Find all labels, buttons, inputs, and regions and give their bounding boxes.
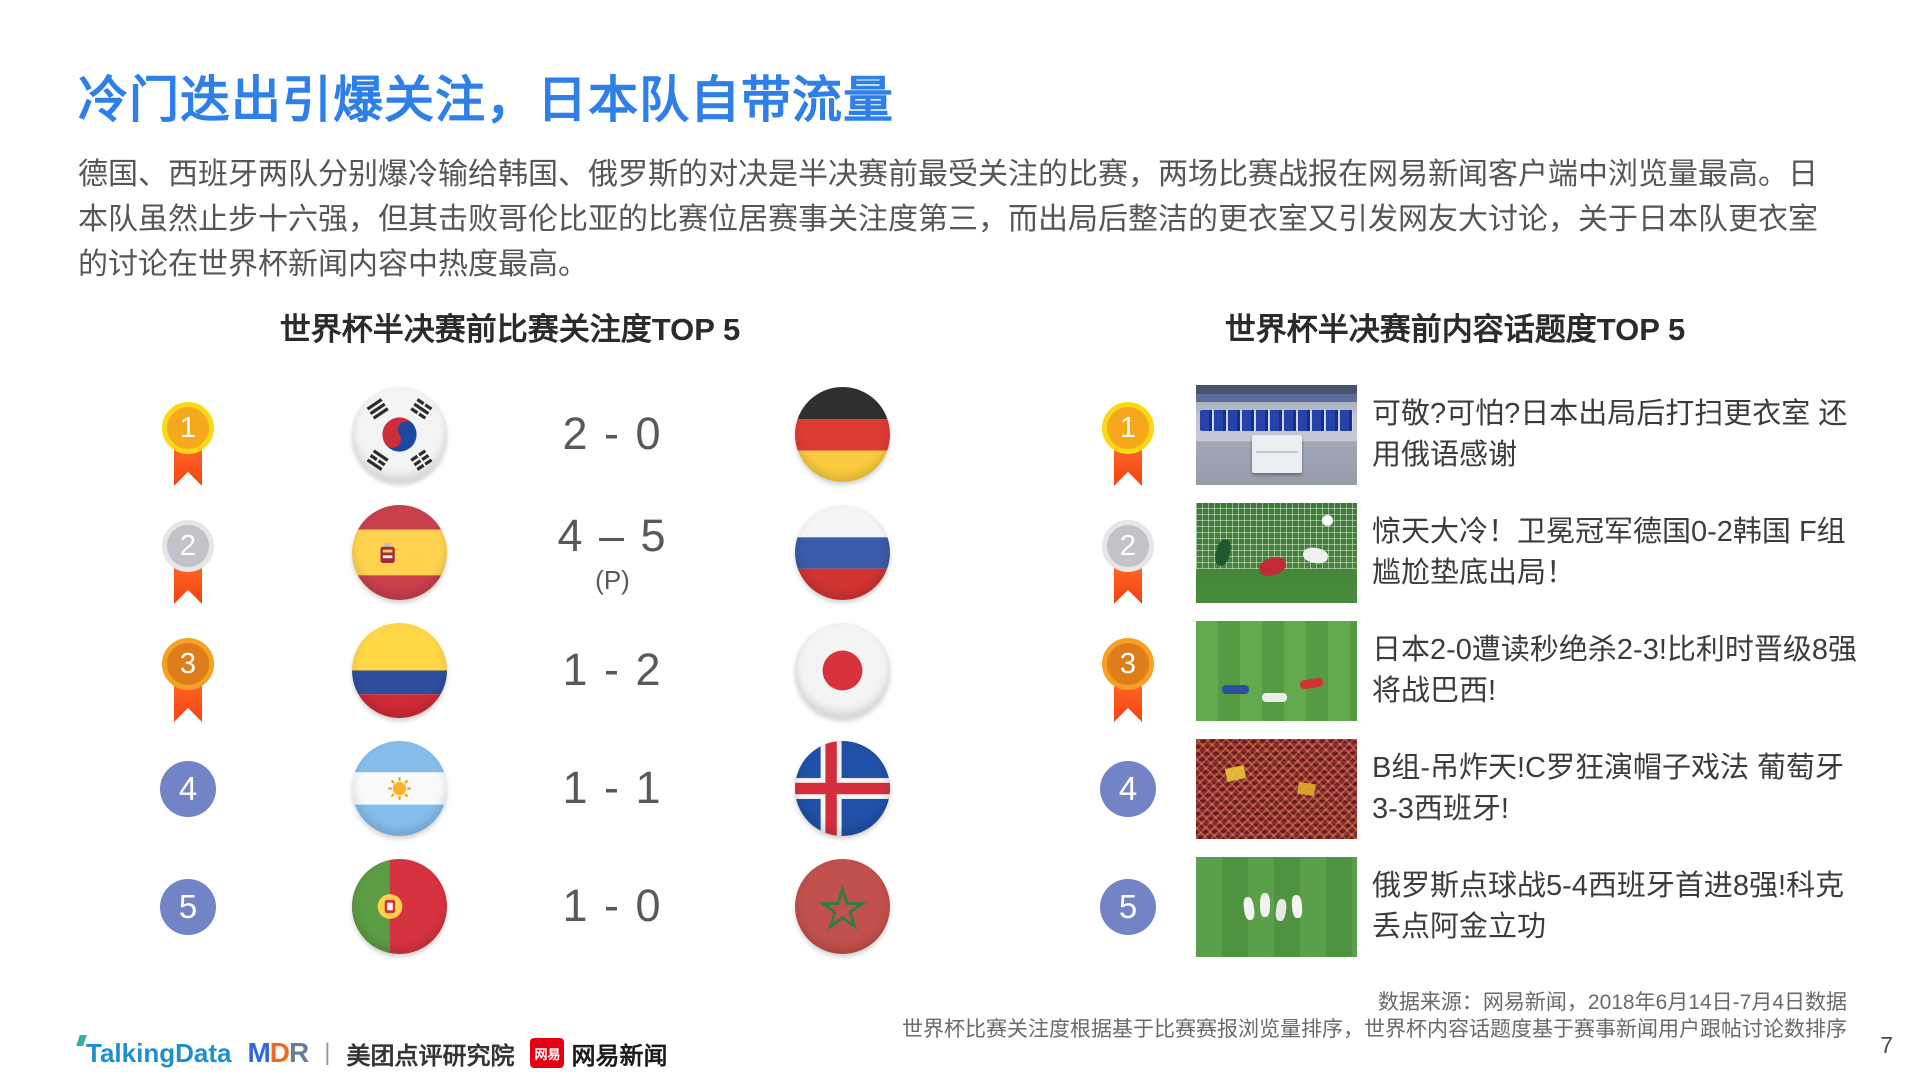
- news-headline: 俄罗斯点球战5-4西班牙首进8强!科克丢点阿金立功: [1372, 870, 1845, 943]
- match-row-2: 2 4 – 5 (P): [160, 503, 925, 606]
- flag-colombia-icon: [352, 623, 447, 718]
- netease-news-logo: 网易 网易新闻: [530, 1036, 667, 1071]
- match-score: 4 – 5 (P): [557, 510, 668, 595]
- intro-paragraph: 德国、西班牙两队分别爆冷输给韩国、俄罗斯的对决是半决赛前最受关注的比赛，两场比赛…: [78, 152, 1868, 287]
- rank-number: 4: [1118, 770, 1138, 807]
- page-title: 冷门迭出引爆关注，日本队自带流量: [78, 72, 894, 128]
- logo-divider: |: [324, 1039, 331, 1066]
- flag-japan-icon: [795, 623, 890, 718]
- rank-medal-bronze: 3: [162, 638, 214, 724]
- rank-medal-gold: 1: [1102, 402, 1154, 488]
- match-row-3: 3 1 - 2: [160, 621, 925, 724]
- page-number: 7: [1880, 1032, 1893, 1058]
- news-item-4: 4 B组-吊炸天!C罗狂演帽子戏法 葡萄牙3-3西班牙!: [1100, 739, 1865, 839]
- mdr-logo: MDR: [247, 1037, 309, 1068]
- intro-line-3: 的讨论在世界杯新闻内容中热度最高。: [78, 248, 588, 281]
- news-headline: 可敬?可怕?日本出局后打扫更衣室 还用俄语感谢: [1372, 398, 1848, 471]
- news-headline: B组-吊炸天!C罗狂演帽子戏法 葡萄牙3-3西班牙!: [1372, 752, 1845, 825]
- match-row-1: 1: [160, 385, 925, 488]
- flag-south-korea-icon: [352, 387, 447, 482]
- rank-badge: 4: [1100, 761, 1156, 817]
- news-thumbnail-pitch-scene: [1196, 621, 1357, 721]
- talkingdata-logo: TalkingData: [78, 1038, 231, 1069]
- flag-portugal-icon: [352, 859, 447, 954]
- news-thumbnail-goal-scene: [1196, 503, 1357, 603]
- news-thumbnail-fans-crowd: [1196, 739, 1357, 839]
- flag-morocco-icon: [795, 859, 890, 954]
- match-score: 2 - 0: [562, 407, 663, 459]
- news-item-1: 1 可敬?可怕?日本出局后打扫更衣室 还用俄语感谢: [1100, 385, 1865, 488]
- left-panel-title: 世界杯半决赛前比赛关注度TOP 5: [279, 312, 741, 347]
- footer-source-line-2: 世界杯比赛关注度根据基于比赛赛报浏览量排序，世界杯内容话题度基于赛事新闻用户跟帖…: [902, 1018, 1847, 1041]
- rank-number: 5: [178, 888, 198, 925]
- intro-line-1: 德国、西班牙两队分别爆冷输给韩国、俄罗斯的对决是半决赛前最受关注的比赛，两场比赛…: [78, 158, 1818, 191]
- rank-number: 2: [1119, 529, 1137, 562]
- rank-medal-silver: 2: [1102, 520, 1154, 606]
- news-item-3: 3 日本2-0遭读秒绝杀2-3!比利时晋级8强将战巴西!: [1100, 621, 1865, 724]
- netease-badge-icon: 网易: [530, 1038, 565, 1068]
- rank-medal-gold: 1: [162, 402, 214, 488]
- football-icon: [1322, 515, 1333, 526]
- news-thumbnail-celebration: [1196, 857, 1357, 957]
- right-panel-title: 世界杯半决赛前内容话题度TOP 5: [1224, 312, 1686, 347]
- flag-germany-icon: [795, 387, 890, 482]
- locker-seats: [1200, 410, 1353, 431]
- news-headline: 惊天大冷！卫冕冠军德国0-2韩国 F组尴尬垫底出局！: [1372, 516, 1846, 589]
- rank-number: 5: [1118, 888, 1138, 925]
- match-score: 1 - 1: [562, 761, 663, 813]
- news-item-2: 2 惊天大冷！卫冕冠军德国0-2韩国 F组尴尬垫底出局！: [1100, 503, 1865, 606]
- rank-number: 3: [1119, 647, 1137, 680]
- rank-medal-bronze: 3: [1102, 638, 1154, 724]
- rank-number: 2: [179, 529, 197, 562]
- match-row-5: 5 1 - 0: [160, 857, 925, 957]
- rank-number: 1: [1119, 411, 1137, 444]
- rank-number: 4: [178, 770, 198, 807]
- rank-badge: 5: [160, 879, 216, 935]
- intro-line-2: 本队虽然止步十六强，但其击败哥伦比亚的比赛位居赛事关注度第三，而出局后整洁的更衣…: [78, 203, 1818, 236]
- rank-badge: 4: [160, 761, 216, 817]
- flag-iceland-icon: [795, 741, 890, 836]
- flag-spain-icon: [352, 505, 447, 600]
- rank-medal-silver: 2: [162, 520, 214, 606]
- flag-argentina-icon: [352, 741, 447, 836]
- footer-logos: TalkingData MDR | 美团点评研究院 网易 网易新闻: [78, 1036, 667, 1070]
- rank-number: 3: [179, 647, 197, 680]
- meituan-dianping-institute-logo: 美团点评研究院: [346, 1042, 515, 1070]
- score-note: (P): [595, 565, 630, 595]
- match-row-4: 4 1 - 1: [160, 739, 925, 839]
- footer-source-line-1: 数据来源：网易新闻，2018年6月14日-7月4日数据: [1377, 991, 1847, 1014]
- news-item-5: 5 俄罗斯点球战5-4西班牙首进8强!科克丢点阿金立功: [1100, 857, 1865, 957]
- locker-table: [1252, 435, 1302, 473]
- match-score: 1 - 2: [562, 643, 663, 695]
- rank-number: 1: [179, 411, 197, 444]
- rank-badge: 5: [1100, 879, 1156, 935]
- flag-russia-icon: [795, 505, 890, 600]
- match-score: 1 - 0: [562, 879, 663, 931]
- news-headline: 日本2-0遭读秒绝杀2-3!比利时晋级8强将战巴西!: [1372, 634, 1858, 707]
- news-thumbnail-locker-room: [1196, 385, 1357, 485]
